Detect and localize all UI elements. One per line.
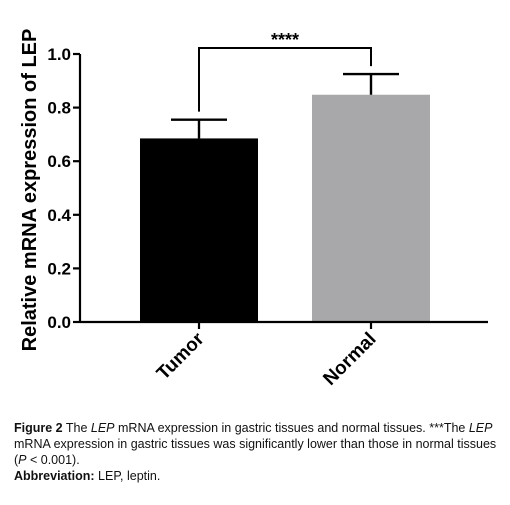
y-tick-label-0: 0.0 — [47, 313, 71, 332]
caption-text: Figure 2 The LEP mRNA expression in gast… — [14, 420, 498, 468]
bars-group — [140, 94, 430, 323]
bar-chart: Relative mRNA expression of LEP 0.00.20.… — [19, 29, 488, 390]
p-symbol: P — [18, 453, 27, 467]
y-tick-label-2: 0.4 — [47, 206, 71, 225]
y-tick-label-4: 0.8 — [47, 99, 71, 118]
category-labels: Tumor Normal — [153, 322, 381, 390]
y-axis-title: Relative mRNA expression of LEP — [19, 29, 41, 352]
caption-part-1: The — [62, 421, 91, 435]
error-bars-group — [171, 72, 399, 139]
caption-part-3: mRNA expression in gastric tissues was s… — [14, 437, 497, 467]
significance-stars: **** — [271, 30, 299, 50]
abbreviation-text: LEP, leptin. — [94, 469, 161, 483]
y-tick-label-5: 1.0 — [47, 45, 71, 64]
y-tick-label-3: 0.6 — [47, 152, 71, 171]
y-axis: 0.0 0.2 0.4 0.6 0.8 1.0 — [47, 45, 82, 332]
gene-name-2: LEP — [468, 421, 493, 435]
category-label-tumor: Tumor — [153, 328, 209, 384]
gene-name-1: LEP — [90, 421, 115, 435]
y-tick-label-1: 0.2 — [47, 259, 71, 278]
significance-annotation: **** — [198, 30, 372, 112]
abbreviation-label: Abbreviation: — [14, 469, 95, 483]
figure-label: Figure 2 — [14, 421, 63, 435]
significance-bracket — [198, 47, 372, 112]
abbreviation-line: Abbreviation: LEP, leptin. — [14, 468, 498, 484]
caption-part-4: < 0.001). — [26, 453, 80, 467]
figure-caption: Figure 2 The LEP mRNA expression in gast… — [14, 420, 498, 484]
category-label-normal: Normal — [319, 329, 380, 390]
caption-part-2: mRNA expression in gastric tissues and n… — [114, 421, 469, 435]
bar-normal — [312, 94, 430, 323]
bar-tumor — [140, 138, 258, 322]
